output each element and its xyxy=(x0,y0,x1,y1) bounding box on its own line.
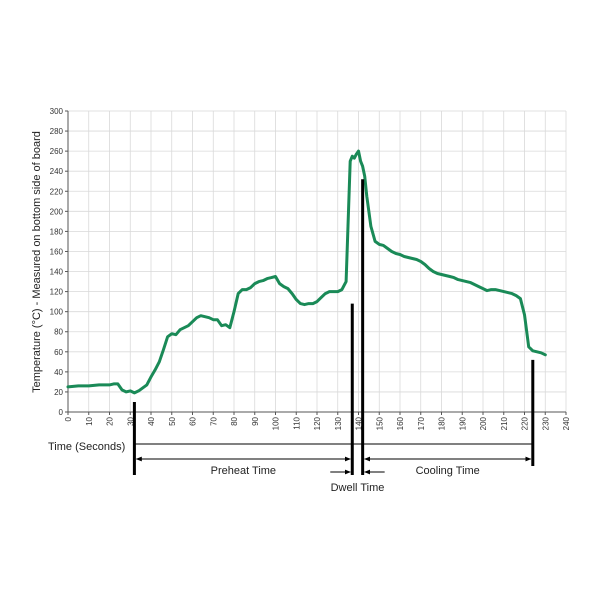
x-tick-label: 100 xyxy=(272,416,281,430)
y-tick-label: 280 xyxy=(50,127,64,136)
x-tick-label: 210 xyxy=(500,416,509,430)
grid xyxy=(67,110,567,413)
x-tick-label: 0 xyxy=(64,416,73,421)
x-axis-title: Time (Seconds) xyxy=(48,441,125,453)
y-tick-label: 120 xyxy=(50,288,64,297)
cooling-label: Cooling Time xyxy=(416,465,480,477)
y-tick-label: 220 xyxy=(50,187,64,196)
y-tick-label: 0 xyxy=(59,408,64,417)
dwell-label: Dwell Time xyxy=(331,482,385,494)
y-tick-label: 240 xyxy=(50,167,64,176)
x-axis-ticks: 0 10 20 30 40 50 60 70 80 90 100 110 120 130 140 150 160… xyxy=(64,412,571,430)
y-tick-label: 40 xyxy=(54,368,63,377)
x-tick-label: 190 xyxy=(458,416,467,430)
y-tick-label: 300 xyxy=(50,107,64,116)
x-tick-label: 60 xyxy=(189,416,198,425)
x-tick-label: 200 xyxy=(479,416,488,430)
x-tick-label: 90 xyxy=(251,416,260,425)
x-tick-label: 230 xyxy=(541,416,550,430)
x-tick-label: 40 xyxy=(147,416,156,425)
y-tick-label: 20 xyxy=(54,388,63,397)
x-tick-label: 50 xyxy=(168,416,177,425)
y-tick-label: 60 xyxy=(54,348,63,357)
x-tick-label: 240 xyxy=(562,416,571,430)
y-tick-label: 140 xyxy=(50,268,64,277)
x-tick-label: 140 xyxy=(355,416,364,430)
x-tick-label: 180 xyxy=(438,416,447,430)
temperature-profile-line xyxy=(66,149,547,395)
x-tick-label: 10 xyxy=(85,416,94,425)
phase-markers: Preheat Time Dwell Time Cooling Time xyxy=(132,179,535,494)
x-tick-label: 20 xyxy=(106,416,115,425)
y-tick-label: 100 xyxy=(50,308,64,317)
x-tick-label: 80 xyxy=(230,416,239,425)
x-tick-label: 70 xyxy=(209,416,218,425)
preheat-label: Preheat Time xyxy=(211,465,276,477)
y-tick-label: 160 xyxy=(50,247,64,256)
x-tick-label: 170 xyxy=(417,416,426,430)
y-axis-title: Temperature (°C) - Measured on bottom si… xyxy=(31,131,43,393)
x-tick-label: 130 xyxy=(334,416,343,430)
y-tick-label: 180 xyxy=(50,227,64,236)
x-tick-label: 120 xyxy=(313,416,322,430)
y-axis-ticks: 0 20 40 60 80 100 120 140 160 180 200 220 240 260 280 3… xyxy=(50,107,68,417)
y-tick-label: 80 xyxy=(54,328,63,337)
y-tick-label: 260 xyxy=(50,147,64,156)
x-tick-label: 30 xyxy=(126,416,135,425)
x-tick-label: 160 xyxy=(396,416,405,430)
x-tick-label: 110 xyxy=(292,416,301,429)
x-tick-label: 150 xyxy=(375,416,384,430)
y-tick-label: 200 xyxy=(50,207,64,216)
x-tick-label: 220 xyxy=(521,416,530,430)
